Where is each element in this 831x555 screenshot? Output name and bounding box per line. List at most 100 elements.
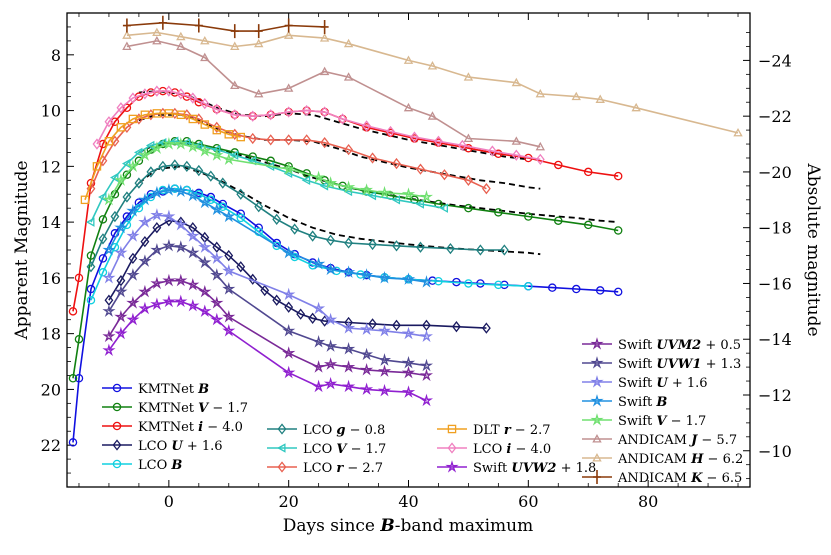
data-point <box>138 192 152 206</box>
data-point <box>145 140 155 151</box>
data-point <box>236 213 245 223</box>
data-point <box>222 263 236 277</box>
data-point <box>548 283 557 292</box>
data-point <box>116 102 126 114</box>
data-point <box>110 117 120 126</box>
y-axis-label: Apparent Magnitude <box>12 160 32 340</box>
series-5 <box>86 159 509 273</box>
data-point <box>283 30 294 39</box>
legend-label: Swift UVW2 + 1.8 <box>473 461 596 476</box>
model-line <box>138 90 529 161</box>
legend-entry: Swift V − 1.7 <box>582 413 706 429</box>
legend: KMTNet B KMTNet V − 1.7 KMTNet i − 4.0 LCO … <box>102 337 743 486</box>
data-point <box>434 135 443 147</box>
series-line <box>108 143 427 201</box>
legend-label: LCO g − 0.8 <box>303 423 385 438</box>
axis-ticks: 0 20 40 60 80 8 10 12 14 16 18 20 22 −24 −22 −20 −18 −16 −… <box>41 13 792 511</box>
data-point <box>359 322 374 336</box>
y-tick-label: 12 <box>41 157 61 176</box>
data-point <box>140 110 150 120</box>
data-point <box>122 103 132 113</box>
data-point <box>494 208 503 217</box>
legend-marker <box>447 424 457 434</box>
data-point <box>186 278 200 291</box>
data-point <box>162 137 176 150</box>
legend-label: LCO V − 1.7 <box>303 442 386 457</box>
data-point <box>86 217 95 227</box>
legend-label: LCO i − 4.0 <box>473 442 551 457</box>
data-point <box>464 203 473 213</box>
data-point <box>613 287 623 297</box>
legend-marker <box>590 375 604 388</box>
data-point <box>150 276 164 290</box>
data-point <box>341 321 356 334</box>
data-point <box>138 148 152 161</box>
y-tick-label: 16 <box>41 269 61 288</box>
data-point <box>74 334 84 344</box>
data-point <box>392 319 401 331</box>
data-point <box>377 270 392 284</box>
legend-label: KMTNet B <box>138 382 209 397</box>
series-17 <box>122 27 743 137</box>
series-16 <box>122 35 546 151</box>
data-point <box>162 238 176 252</box>
data-point <box>174 184 188 198</box>
series-8 <box>80 109 245 205</box>
y-right-tick-label: −14 <box>758 330 792 349</box>
data-point <box>368 318 377 330</box>
series-line <box>90 140 445 223</box>
legend-marker <box>447 442 457 454</box>
data-point <box>254 88 264 98</box>
data-point <box>392 240 401 252</box>
data-point <box>494 149 503 159</box>
legend-marker <box>593 470 601 484</box>
data-point <box>499 244 509 256</box>
data-point <box>401 356 416 369</box>
data-point <box>260 284 270 297</box>
data-point <box>272 294 282 306</box>
series-line <box>108 219 487 329</box>
data-point <box>401 385 416 398</box>
data-point <box>416 163 425 175</box>
data-point <box>403 55 414 64</box>
data-point <box>74 374 84 383</box>
data-point <box>236 188 246 200</box>
data-point <box>102 343 116 357</box>
data-point <box>164 85 174 97</box>
data-point <box>206 195 216 205</box>
legend-entry: LCO g − 0.8 <box>267 423 385 438</box>
data-point <box>188 114 198 124</box>
data-point <box>368 238 377 251</box>
data-point <box>319 66 330 76</box>
series-line <box>126 31 739 134</box>
data-point <box>282 162 296 175</box>
data-point <box>158 160 168 173</box>
data-point <box>511 136 522 145</box>
data-point <box>128 92 138 104</box>
data-point <box>341 360 356 373</box>
legend-entry: ANDICAM J − 5.7 <box>582 433 737 448</box>
data-point <box>222 282 236 295</box>
data-point <box>162 273 176 287</box>
y-tick-label: 22 <box>41 436 61 455</box>
data-point <box>222 309 236 323</box>
data-point <box>631 102 641 112</box>
legend-label: Swift UVM2 + 0.5 <box>618 338 741 353</box>
data-point <box>152 222 162 234</box>
legend-label: LCO U + 1.6 <box>138 439 223 454</box>
series-14 <box>102 183 434 288</box>
legend-label: LCO B <box>138 458 182 473</box>
legend-entry: Swift UVM2 + 0.5 <box>582 337 741 353</box>
data-point <box>236 261 246 273</box>
data-point <box>323 176 338 189</box>
model-line <box>138 141 619 223</box>
data-point <box>86 183 96 195</box>
data-point <box>320 19 329 34</box>
data-point <box>198 240 212 253</box>
data-point <box>535 153 545 166</box>
data-point <box>152 35 162 45</box>
data-point <box>162 209 176 223</box>
legend-label: Swift V − 1.7 <box>618 414 706 429</box>
legend-marker <box>277 443 286 453</box>
data-point <box>86 284 96 294</box>
